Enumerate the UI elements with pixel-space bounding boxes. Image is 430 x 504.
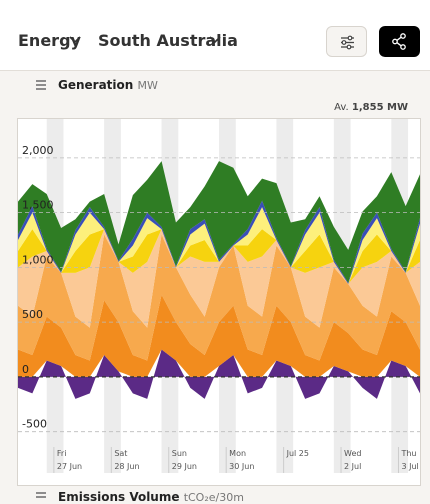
x-tick-label: Sat [114,449,127,458]
average-label: Av. [334,102,349,113]
y-tick-label: 1,500 [22,199,54,212]
y-tick-label: -500 [22,418,47,431]
x-tick-sublabel: 27 Jun [57,462,82,471]
menu-icon[interactable] [35,80,47,90]
chevron [69,36,81,44]
area [18,207,420,284]
share-icon [392,33,406,50]
x-tick-sublabel: 29 Jun [172,462,197,471]
filter-icon [341,35,354,50]
average-value: 1,855 MW [351,102,408,113]
area [18,161,420,283]
x-tick-label: Fri [57,449,67,458]
section-name: Generation [58,78,134,92]
x-tick-sublabel: 30 Jun [229,462,254,471]
x-tick-label: Wed [344,449,361,458]
y-tick-label: 2,000 [22,144,54,157]
section-unit: tCO₂e/30m [183,491,244,504]
area [18,349,420,399]
x-tick-label: Jul 25 [286,449,309,458]
chart: -500 0 500 1,000 1,500 2,000 Fri 27 Jun Sat 28 Ju… [17,118,421,486]
area [18,234,420,361]
x-tick-label: Sun [172,449,187,458]
y-tick-label: 500 [22,308,43,321]
region-selector[interactable]: South Australia [98,31,238,50]
average: Av. 1,855 MW [334,102,408,113]
top-bar: Energy South Australia [0,0,430,71]
section-name: Emissions Volume [58,490,180,504]
filter-button[interactable] [326,26,367,57]
menu-icon[interactable] [35,492,47,502]
x-tick-sublabel: 28 Jun [114,462,139,471]
section-title: Generation MW [58,78,158,92]
next-section-title: Emissions Volume tCO₂e/30m [58,490,244,504]
section-unit: MW [137,79,158,92]
y-tick-label: 1,000 [22,253,54,266]
share-button[interactable] [379,26,420,57]
x-tick-sublabel: 2 Jul [344,462,361,471]
y-tick-label: 0 [22,363,29,376]
x-tick-label: Mon [229,449,246,458]
area [18,229,420,284]
x-tick-sublabel: 3 Jul [401,462,418,471]
area [18,229,420,328]
chevron [209,36,221,44]
metric-selector[interactable]: Energy [18,31,81,50]
x-tick-label: Thu [400,449,416,458]
area [18,294,420,377]
